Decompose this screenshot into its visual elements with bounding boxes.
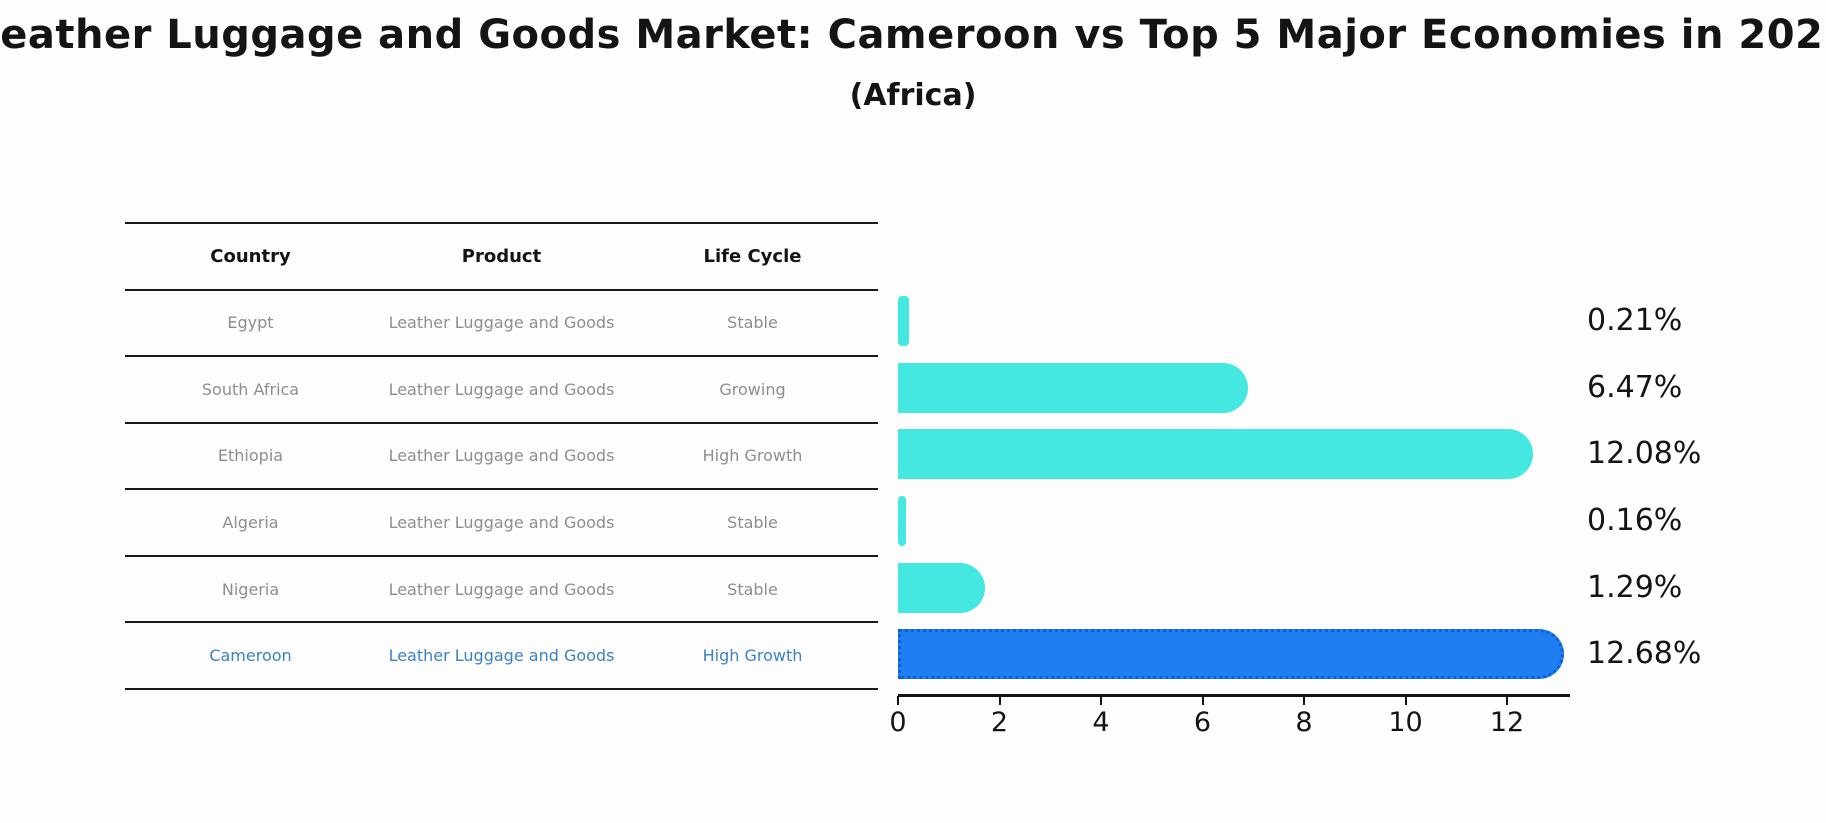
bar-value-label: 0.21% — [1587, 303, 1683, 339]
country-table: Country Product Life Cycle Egypt Leather… — [125, 222, 878, 690]
x-axis-tick — [897, 696, 899, 705]
cell-country: Algeria — [222, 513, 279, 533]
table-row: Algeria Leather Luggage and Goods Stable — [125, 488, 878, 555]
x-axis-tick-label: 0 — [889, 707, 907, 738]
figure-title: Leather Luggage and Goods Market: Camero… — [0, 12, 1826, 58]
cell-life-cycle: Stable — [727, 313, 778, 333]
x-axis-tick-label: 12 — [1489, 707, 1525, 738]
bar-nigeria[interactable] — [898, 562, 986, 613]
x-axis-tick — [1201, 696, 1204, 705]
x-axis-tick — [1404, 696, 1407, 705]
cell-country: South Africa — [201, 379, 300, 399]
bar-value-label: 1.29% — [1587, 569, 1683, 605]
cell-product: Leather Luggage and Goods — [388, 513, 615, 533]
column-header-product: Product — [461, 245, 542, 267]
bar-value-label: 6.47% — [1587, 369, 1683, 405]
figure-subtitle: (Africa) — [849, 78, 977, 113]
cell-life-cycle: Stable — [727, 513, 778, 533]
bar-value-label: 0.16% — [1587, 502, 1683, 538]
cell-country: Cameroon — [209, 646, 292, 666]
table-row: Ethiopia Leather Luggage and Goods High … — [125, 421, 878, 489]
cell-country: Egypt — [227, 313, 274, 333]
cell-country: Nigeria — [221, 579, 280, 599]
cell-product: Leather Luggage and Goods — [388, 646, 615, 666]
x-axis-tick — [998, 696, 1001, 705]
cell-country: Ethiopia — [217, 446, 284, 466]
column-header-life-cycle: Life Cycle — [703, 245, 802, 267]
x-axis-tick — [1100, 696, 1102, 705]
bar-algeria[interactable] — [898, 495, 907, 546]
x-axis-tick-label: 2 — [990, 707, 1009, 738]
table-row: Nigeria Leather Luggage and Goods Stable — [125, 554, 878, 622]
bar-ethiopia[interactable] — [898, 429, 1534, 480]
x-axis-tick — [1303, 696, 1305, 705]
x-axis-tick — [1506, 696, 1508, 705]
table-row: South Africa Leather Luggage and Goods G… — [125, 355, 878, 422]
cell-product: Leather Luggage and Goods — [388, 313, 615, 333]
bar-cameroon[interactable] — [898, 629, 1564, 680]
cell-product: Leather Luggage and Goods — [388, 446, 615, 466]
bar-egypt[interactable] — [898, 296, 909, 347]
table-header-row: Country Product Life Cycle — [125, 222, 878, 289]
cell-life-cycle: Stable — [727, 579, 778, 599]
cell-life-cycle: High Growth — [702, 646, 803, 666]
table-row: Egypt Leather Luggage and Goods Stable — [125, 288, 878, 356]
bar-south-africa[interactable] — [898, 362, 1249, 413]
cell-life-cycle: High Growth — [702, 446, 803, 466]
bar-value-label: 12.08% — [1587, 436, 1702, 472]
cell-product: Leather Luggage and Goods — [388, 379, 615, 399]
x-axis-tick-label: 4 — [1092, 707, 1110, 738]
cell-product: Leather Luggage and Goods — [388, 579, 615, 599]
x-axis-tick-label: 10 — [1388, 707, 1423, 738]
cell-life-cycle: Growing — [719, 379, 786, 399]
column-header-country: Country — [210, 245, 291, 267]
x-axis-tick-label: 8 — [1295, 707, 1313, 738]
table-row-highlighted: Cameroon Leather Luggage and Goods High … — [125, 621, 878, 688]
x-axis-tick-label: 6 — [1193, 707, 1212, 738]
x-axis-line — [898, 694, 1570, 697]
bar-value-label: 12.68% — [1587, 636, 1702, 672]
